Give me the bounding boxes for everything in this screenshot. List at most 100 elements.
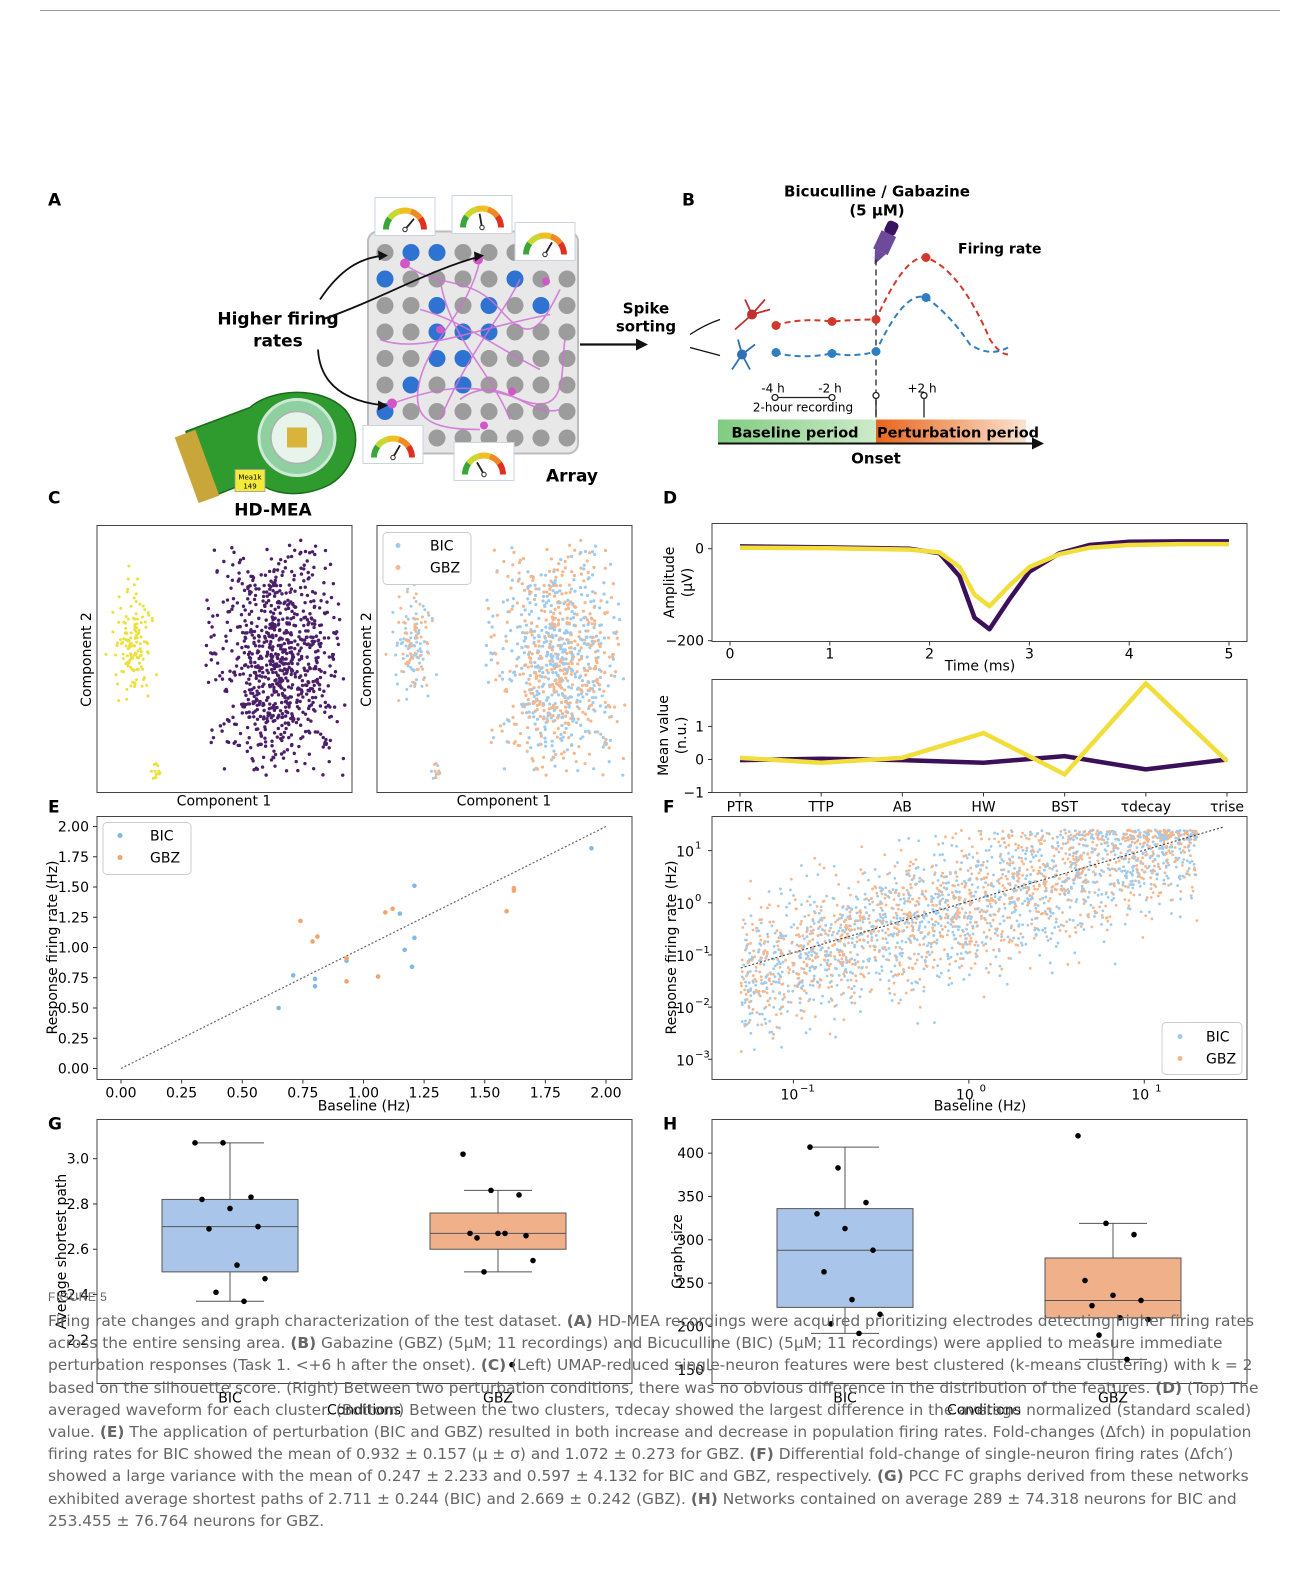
umap-point-condition — [545, 639, 549, 643]
f-point — [887, 979, 891, 982]
f-point — [821, 900, 825, 903]
umap-point-condition — [409, 684, 413, 688]
perturbation-label: Perturbation period — [877, 426, 1039, 442]
umap-point-cluster2 — [235, 642, 240, 646]
f-point — [1002, 938, 1006, 942]
umap-point-condition — [545, 719, 550, 723]
umap-point-cluster2 — [255, 689, 259, 693]
f-point — [1048, 961, 1052, 965]
umap-point-condition — [608, 664, 612, 668]
f-point — [880, 902, 884, 905]
g-point — [495, 1230, 501, 1237]
f-point — [1015, 870, 1019, 874]
f-point — [855, 911, 859, 915]
f-point — [1146, 830, 1150, 834]
f-point — [1096, 853, 1100, 857]
f-point — [823, 929, 827, 933]
umap-point-cluster2 — [282, 750, 286, 754]
umap-point-condition — [569, 733, 574, 737]
umap-point-cluster2 — [311, 700, 315, 705]
umap-point-cluster2 — [249, 745, 253, 750]
g-xtick-label: GBZ — [483, 1391, 513, 1407]
umap-point-cluster2 — [254, 727, 259, 732]
f-point — [1040, 854, 1043, 858]
f-point — [852, 991, 856, 995]
f-point — [934, 920, 938, 924]
umap-point-condition — [409, 636, 413, 640]
g-point — [516, 1192, 522, 1198]
f-point — [839, 935, 843, 938]
panel-e: E 0.000.000.250.250.500.500.750.751.001.… — [45, 798, 633, 1115]
f-point — [1070, 887, 1073, 890]
f-point — [768, 903, 771, 907]
umap-point-cluster2 — [303, 638, 307, 642]
umap-point-cluster2 — [263, 573, 268, 577]
umap-point-cluster2 — [299, 736, 303, 741]
f-point — [1139, 860, 1143, 864]
f-point — [1043, 926, 1047, 930]
umap-point-condition — [542, 708, 546, 713]
umap-point-cluster2 — [335, 636, 339, 640]
f-point — [853, 919, 857, 923]
umap-point-condition — [567, 735, 571, 740]
f-point — [853, 1001, 857, 1005]
f-point — [820, 946, 824, 950]
gauge-segment — [387, 208, 401, 221]
f-point — [825, 894, 829, 898]
umap-point-condition — [587, 729, 591, 733]
umap-point-cluster2 — [286, 696, 290, 700]
f-point — [1024, 852, 1027, 856]
umap-point-condition — [414, 600, 418, 604]
umap-point-cluster2 — [309, 719, 313, 723]
f-point — [764, 1022, 768, 1025]
umap-point-cluster2 — [258, 731, 263, 735]
umap-point-cluster2 — [206, 680, 211, 685]
f-point — [748, 970, 752, 973]
f-point — [934, 903, 938, 907]
f-point — [1171, 850, 1174, 853]
f-point — [1106, 867, 1110, 870]
f-point — [874, 886, 878, 890]
f-point — [1119, 842, 1122, 846]
array-tray — [367, 230, 579, 455]
f-point — [888, 991, 892, 995]
umap-point-cluster2 — [248, 584, 252, 588]
f-point — [1026, 923, 1030, 927]
f-point — [938, 915, 942, 918]
panel-c: C Component 1 Component 1 Component 2 Co… — [48, 489, 633, 810]
umap-point-condition — [548, 587, 552, 591]
umap-point-cluster2 — [327, 655, 332, 659]
g-point — [255, 1223, 261, 1230]
f-point — [1170, 912, 1173, 916]
umap-point-cluster2 — [269, 652, 273, 657]
e-point-bic — [402, 947, 408, 953]
f-xtick-exp: −1 — [800, 1084, 815, 1095]
f-point — [963, 914, 966, 918]
f-point — [767, 890, 771, 893]
umap-point-condition — [562, 730, 567, 735]
umap-point-cluster2 — [289, 554, 294, 559]
f-point — [870, 939, 874, 942]
f-point — [828, 981, 832, 984]
umap-left-ylabel: Component 2 — [79, 612, 95, 707]
f-point — [969, 866, 972, 870]
f-point — [841, 906, 845, 909]
panel-letter-a: A — [48, 191, 62, 211]
f-point — [739, 1050, 743, 1053]
umap-point-condition — [413, 644, 417, 648]
f-point — [884, 948, 888, 952]
f-point — [819, 948, 822, 952]
f-point — [1165, 831, 1169, 834]
g-point — [248, 1194, 254, 1200]
umap-point-condition — [563, 700, 568, 704]
f-point — [783, 995, 787, 999]
umap-point-condition — [530, 621, 534, 625]
umap-point-cluster2 — [256, 649, 261, 654]
umap-point-cluster2 — [299, 572, 304, 576]
f-point — [757, 989, 761, 993]
f-point — [1029, 860, 1033, 863]
f-point — [957, 898, 961, 902]
